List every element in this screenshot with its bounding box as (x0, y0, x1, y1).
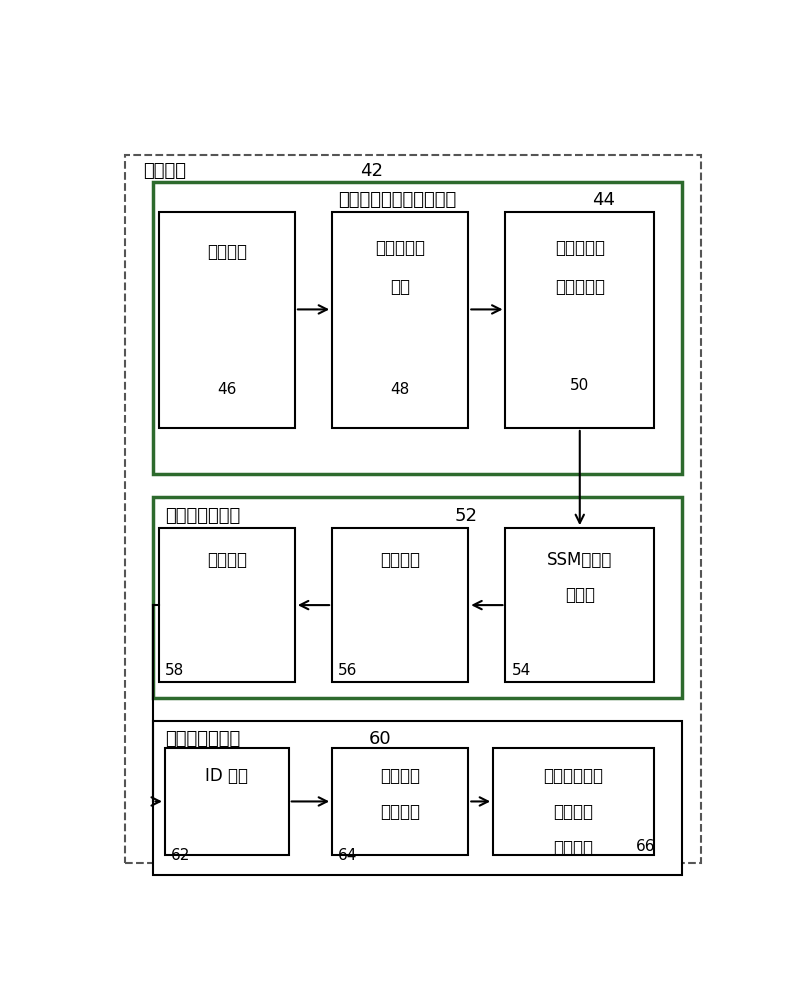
Bar (153, 497, 682, 698)
Text: 局部重叠: 局部重叠 (380, 767, 420, 785)
Text: 初始化: 初始化 (565, 586, 594, 604)
Text: ＋比例估计: ＋比例估计 (555, 278, 605, 296)
Text: 的成对的: 的成对的 (554, 803, 594, 821)
Text: 共同分割: 共同分割 (554, 839, 594, 857)
Text: 共同的重新分割: 共同的重新分割 (165, 730, 240, 748)
Text: 用边缘空间学习定位对象: 用边缘空间学习定位对象 (338, 191, 456, 209)
Text: 56: 56 (338, 663, 358, 678)
Text: 58: 58 (165, 663, 184, 678)
Bar (159, 528, 295, 682)
Bar (159, 212, 295, 428)
Text: 方位＋定向: 方位＋定向 (376, 239, 425, 257)
Text: 42: 42 (360, 162, 383, 180)
Text: SSM子空间: SSM子空间 (547, 551, 613, 569)
Text: 估计: 估计 (390, 278, 410, 296)
Bar (153, 721, 682, 875)
Text: 44: 44 (592, 191, 615, 209)
Text: 非刚性形状变形: 非刚性形状变形 (165, 507, 240, 525)
Text: 62: 62 (171, 848, 190, 863)
Text: 方位估计: 方位估计 (207, 243, 247, 261)
Bar (332, 748, 468, 855)
Bar (165, 748, 288, 855)
Text: 50: 50 (570, 378, 590, 393)
Text: 46: 46 (217, 382, 237, 397)
Text: 界限推导: 界限推导 (380, 551, 420, 569)
Text: 形状细化: 形状细化 (207, 551, 247, 569)
Bar (153, 182, 682, 474)
Text: 具有空间约束: 具有空间约束 (543, 767, 603, 785)
Text: 区域提取: 区域提取 (380, 803, 420, 821)
Bar (506, 528, 654, 682)
Text: 64: 64 (338, 848, 358, 863)
Text: 66: 66 (635, 839, 655, 854)
Bar (506, 212, 654, 428)
Text: 方位＋定向: 方位＋定向 (555, 239, 605, 257)
Text: 52: 52 (455, 507, 477, 525)
Text: 54: 54 (511, 663, 531, 678)
Bar (332, 212, 468, 428)
Bar (493, 748, 654, 855)
Text: 48: 48 (391, 382, 410, 397)
Text: ID 重叠: ID 重叠 (205, 767, 248, 785)
Text: 60: 60 (369, 730, 392, 748)
Bar (332, 528, 468, 682)
Text: 初始分割: 初始分割 (143, 162, 186, 180)
